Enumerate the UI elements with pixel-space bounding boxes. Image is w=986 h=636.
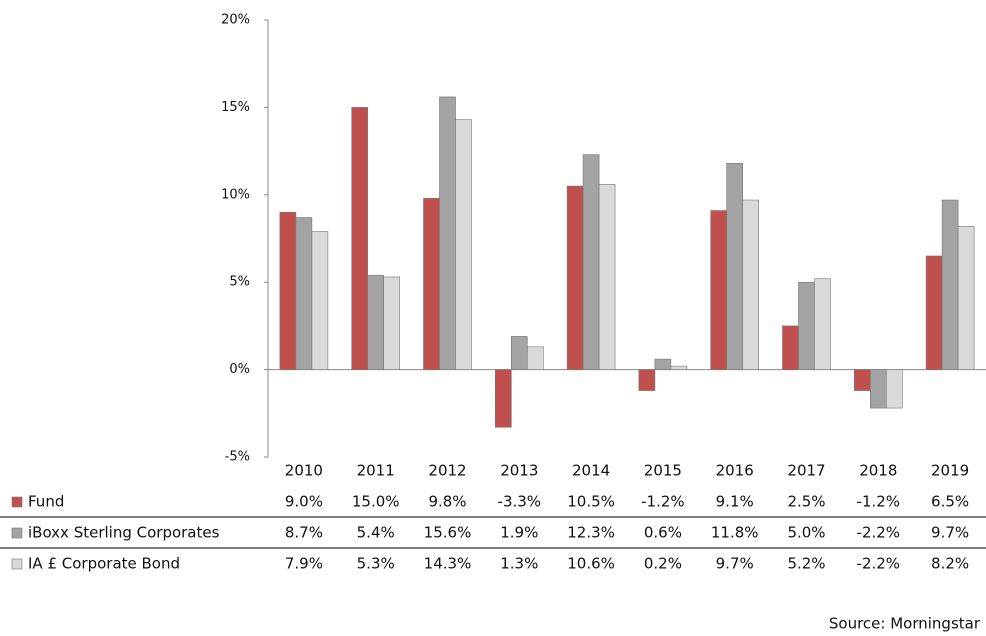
table-value: 6.5% [931,493,969,511]
bar [439,96,456,370]
legend-label: IA £ Corporate Bond [28,555,180,573]
x-tick-label: 2016 [716,462,754,480]
table-value: 10.6% [567,555,615,573]
table-value: 7.9% [285,555,323,573]
bar [869,369,887,409]
bar [383,276,401,370]
bar [670,365,688,370]
legend-label: iBoxx Sterling Corporates [28,524,220,542]
bar [455,119,472,370]
bar [925,255,943,370]
bar [638,369,656,391]
table-value: 9.7% [931,524,969,542]
bar [423,197,440,370]
x-tick-label: 2015 [644,462,682,480]
table-value: 9.1% [716,493,754,511]
table-value: 5.0% [787,524,825,542]
bar [582,154,600,370]
bar [311,231,329,370]
bar [279,211,297,370]
table-value: 10.5% [567,493,615,511]
x-tick-label: 2018 [859,462,897,480]
table-value: -1.2% [641,493,685,511]
bar [853,369,871,391]
table-value: 15.0% [352,493,400,511]
y-tick-label: 0% [229,362,250,377]
table-value: 15.6% [424,524,472,542]
table-value: -1.2% [857,493,901,511]
bar [367,274,385,370]
table-value: 2.5% [787,493,825,511]
y-tick-label: 20% [221,13,250,28]
x-tick-label: 2017 [787,462,825,480]
legend-swatch [11,496,23,508]
legend-swatch [11,527,23,539]
bar [941,199,959,370]
table-value: 1.9% [500,524,538,542]
table-value: -3.3% [498,493,542,511]
table-value: 8.2% [931,555,969,573]
table-value: 1.3% [500,555,538,573]
bar [814,278,831,370]
bar [885,369,903,409]
bar [351,107,369,370]
x-tick-label: 2010 [285,462,323,480]
table-value: 12.3% [567,524,615,542]
y-tick-label: 15% [221,100,250,115]
bar [654,358,672,370]
bar [957,225,975,370]
bar [566,185,584,370]
x-tick-label: 2013 [500,462,538,480]
bar [526,346,544,370]
legend-label: Fund [28,493,64,511]
table-value: 5.2% [787,555,825,573]
x-tick-label: 2014 [572,462,610,480]
table-value: 0.2% [644,555,682,573]
bar [710,210,728,370]
table-value: 9.0% [285,493,323,511]
table-value: 14.3% [424,555,472,573]
x-tick-label: 2012 [428,462,466,480]
table-value: 9.8% [428,493,466,511]
table-value: 5.4% [357,524,395,542]
source-note: Source: Morningstar [829,615,981,633]
bar [510,336,528,370]
bar [726,163,744,370]
bar [782,325,799,370]
legend-swatch [11,558,23,570]
table-value: -2.2% [857,524,901,542]
y-tick-label: 10% [221,187,250,202]
y-tick-label: 5% [229,275,250,290]
bar [494,369,512,428]
bar [598,184,616,370]
table-value: 9.7% [716,555,754,573]
x-tick-label: 2011 [357,462,395,480]
table-value: 8.7% [285,524,323,542]
table-value: 0.6% [644,524,682,542]
bar [295,217,313,370]
table-value: -2.2% [857,555,901,573]
bar [742,199,760,370]
table-value: 5.3% [357,555,395,573]
x-tick-label: 2019 [931,462,969,480]
bar [798,281,815,370]
y-tick-label: -5% [225,450,250,465]
table-value: 11.8% [711,524,759,542]
